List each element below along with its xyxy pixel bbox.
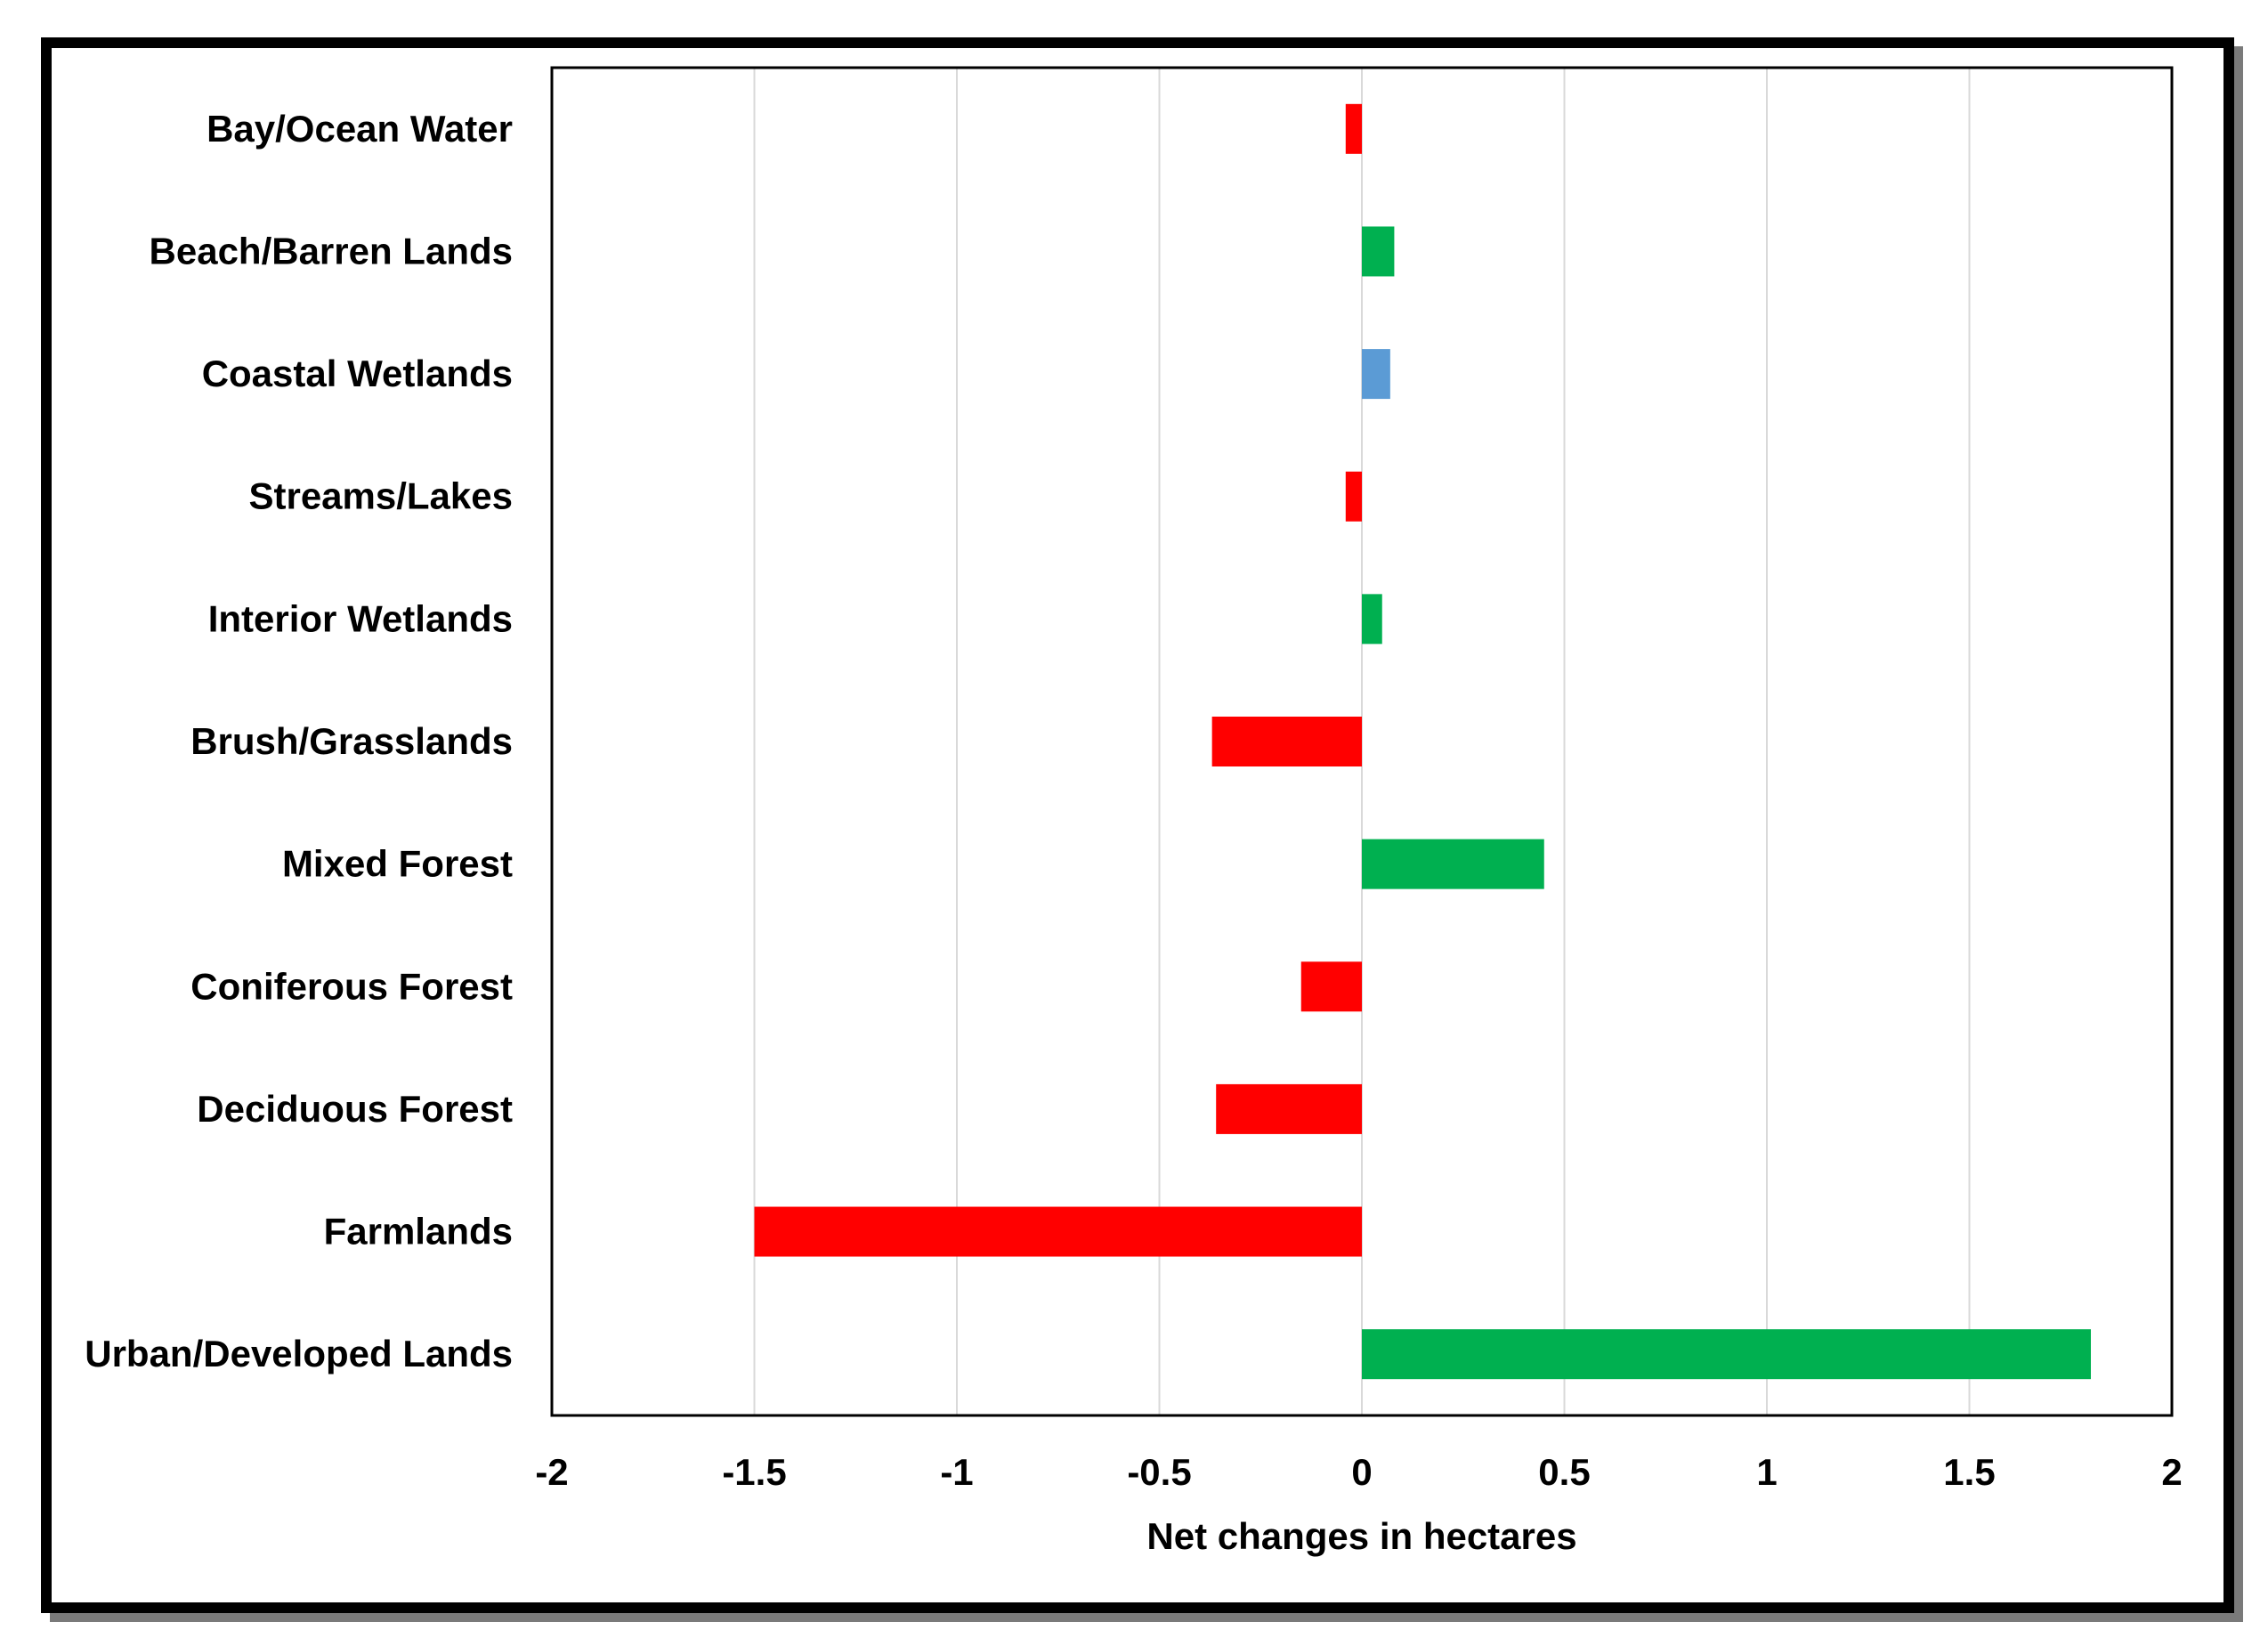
category-label: Interior Wetlands [208, 597, 513, 639]
bar-farmlands [754, 1206, 1362, 1257]
category-label: Coniferous Forest [190, 965, 513, 1007]
category-label: Urban/Developed Lands [85, 1333, 513, 1374]
category-label: Brush/Grasslands [190, 720, 513, 762]
x-tick-label: -1 [940, 1451, 973, 1493]
category-label: Deciduous Forest [197, 1088, 513, 1130]
category-label: Farmlands [324, 1211, 513, 1253]
category-label: Bay/Ocean Water [207, 108, 513, 150]
bar-coniferous-forest [1300, 961, 1362, 1012]
x-axis-label: Net changes in hectares [1146, 1515, 1576, 1557]
bar-brush-grasslands [1211, 717, 1362, 766]
category-labels: Bay/Ocean Water Beach/Barren Lands Coastal… [85, 108, 513, 1374]
category-label: Coastal Wetlands [202, 353, 513, 394]
x-tick-label: 0 [1351, 1451, 1372, 1493]
bar-beach-barren-lands [1362, 226, 1395, 277]
category-label: Mixed Forest [282, 843, 513, 885]
bar-interior-wetlands [1362, 594, 1382, 645]
plot-area [550, 66, 2174, 1417]
category-label: Streams/Lakes [248, 475, 513, 517]
bars [754, 103, 2091, 1380]
x-tick-label: -1.5 [722, 1451, 786, 1493]
x-tick-labels: -2 -1.5 -1 -0.5 0 0.5 1 1.5 2 [535, 1451, 2182, 1493]
x-tick-label: 2 [2161, 1451, 2182, 1493]
x-tick-label: 1.5 [1943, 1451, 1995, 1493]
bar-bay-ocean-water [1345, 103, 1362, 154]
x-tick-label: 1 [1756, 1451, 1777, 1493]
category-label: Beach/Barren Lands [150, 230, 513, 272]
figure-frame [41, 37, 2234, 1613]
x-tick-label: 0.5 [1538, 1451, 1590, 1493]
bar-coastal-wetlands [1362, 349, 1390, 400]
x-tick-label: -0.5 [1127, 1451, 1191, 1493]
bar-deciduous-forest [1216, 1083, 1362, 1134]
bar-streams-lakes [1345, 471, 1362, 522]
bar-urban-developed-lands [1362, 1329, 2091, 1380]
x-tick-label: -2 [535, 1451, 568, 1493]
bar-mixed-forest [1362, 839, 1544, 889]
